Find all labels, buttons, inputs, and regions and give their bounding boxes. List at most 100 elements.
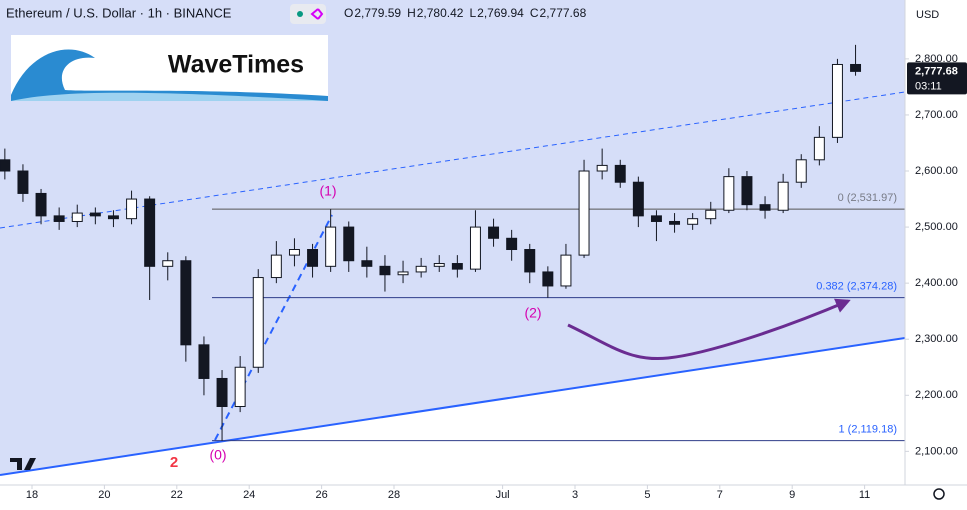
- ohlc-value: 2,779.59: [354, 6, 401, 20]
- icon: [310, 8, 324, 20]
- candle-body: [198, 344, 210, 379]
- ohlc-value: 2,769.94: [477, 6, 524, 20]
- ohlc-value: 2,777.68: [540, 6, 587, 20]
- wave-label: (2): [524, 305, 541, 321]
- candle-body: [343, 226, 355, 262]
- candle-body: [795, 159, 807, 183]
- candle-body: [813, 136, 825, 161]
- x-tick-label: 24: [243, 489, 255, 501]
- candle-body: [451, 263, 463, 270]
- ohlc-label: L: [469, 6, 476, 20]
- x-tick-label: 28: [388, 489, 400, 501]
- candle-body: [180, 260, 192, 346]
- candle-body: [596, 164, 608, 172]
- icon: [297, 11, 303, 17]
- candle-body: [397, 271, 409, 276]
- fib-label: 1 (2,119.18): [838, 424, 897, 436]
- ohlc-label: H: [407, 6, 416, 20]
- axis-unit: USD: [916, 9, 939, 21]
- settings-button[interactable]: [933, 488, 945, 500]
- candle-body: [705, 209, 717, 220]
- candle-body: [777, 181, 789, 211]
- candle-body: [723, 176, 735, 211]
- candle-body: [415, 265, 427, 273]
- y-tick-label: 2,500.00: [915, 221, 958, 233]
- candle-body: [650, 215, 662, 222]
- y-tick-label: 2,400.00: [915, 277, 958, 289]
- y-tick-label: 2,600.00: [915, 165, 958, 177]
- chart-title: Ethereum / U.S. Dollar · 1h · BINANCE: [6, 5, 232, 20]
- candle-body: [126, 198, 138, 220]
- candle-body: [850, 63, 862, 72]
- axes: 2,100.00 2,200.00 2,300.00 2,400.00 2,500.00…: [26, 53, 967, 501]
- fib-levels: 0 (2,531.97) 0.382 (2,374.28) 1 (2,119.18): [212, 192, 905, 442]
- candle-body: [216, 377, 228, 408]
- candle-body: [0, 159, 11, 172]
- candle-body: [433, 263, 445, 267]
- wave-label: 2: [170, 454, 178, 471]
- candle-body: [107, 215, 119, 220]
- candle-body: [89, 212, 101, 217]
- candle-body: [560, 254, 572, 287]
- candle-body: [35, 192, 47, 217]
- candle-body: [488, 226, 500, 239]
- candle-body: [379, 265, 391, 276]
- candles: [0, 44, 862, 441]
- candle-body: [162, 260, 174, 267]
- x-tick-label: 11: [859, 489, 870, 501]
- logo-text: WaveTimes: [168, 51, 304, 79]
- x-tick-label: 7: [717, 489, 723, 501]
- candle-body: [506, 237, 518, 251]
- ohlc-label: C: [530, 6, 539, 20]
- y-tick-label: 2,300.00: [915, 333, 958, 345]
- y-tick-label: 2,200.00: [915, 389, 958, 401]
- y-tick-label: 2,100.00: [915, 445, 958, 457]
- indicator-button[interactable]: [290, 4, 326, 24]
- candle-body: [614, 164, 626, 183]
- x-tick-label: 20: [98, 489, 110, 501]
- candle-body: [524, 249, 536, 273]
- projection-arrow: [567, 298, 851, 361]
- x-tick-label: 3: [572, 489, 578, 501]
- tv-logo: [10, 458, 36, 470]
- candle-body: [307, 249, 319, 267]
- candle-body: [17, 170, 29, 194]
- last-price-label: 2,777.68: [915, 65, 958, 77]
- ohlc-header: O 2,779.59 H 2,780.42 L 2,769.94 C 2,777.68: [344, 6, 587, 20]
- candle-body: [759, 204, 771, 211]
- lower-trend-line: [0, 337, 906, 476]
- x-tick-label: 5: [644, 489, 650, 501]
- candle-body: [542, 271, 554, 287]
- wave-1-line: [214, 214, 333, 441]
- candle-body: [144, 198, 156, 267]
- logo-wave: [11, 92, 328, 101]
- candle-body: [288, 249, 300, 256]
- last-price-tag: [907, 62, 967, 95]
- candle-body: [53, 215, 65, 222]
- candle-body: [831, 63, 843, 138]
- x-tick-label: 26: [315, 489, 327, 501]
- ohlc-label: O: [344, 6, 353, 20]
- logo-wave: [11, 49, 328, 101]
- candle-body: [270, 254, 282, 279]
- countdown: 03:11: [915, 80, 942, 92]
- candle-body: [632, 181, 644, 217]
- candle-body: [669, 220, 681, 225]
- fib-label: 0 (2,531.97): [838, 192, 897, 204]
- y-tick-label: 2,700.00: [915, 109, 958, 121]
- candle-body: [234, 366, 246, 408]
- candle-body: [71, 212, 83, 222]
- candle-body: [578, 170, 590, 256]
- candle-body: [687, 218, 699, 225]
- candle-body: [741, 176, 753, 206]
- wave-label: (0): [209, 447, 226, 463]
- x-tick-label: 22: [171, 489, 183, 501]
- y-tick-label: 2,800.00: [915, 53, 958, 65]
- fib-label: 0.382 (2,374.28): [816, 280, 897, 292]
- x-tick-label: 9: [789, 489, 795, 501]
- x-tick-label: 18: [26, 489, 38, 501]
- ohlc-value: 2,780.42: [417, 6, 464, 20]
- wave-label: (1): [319, 183, 336, 199]
